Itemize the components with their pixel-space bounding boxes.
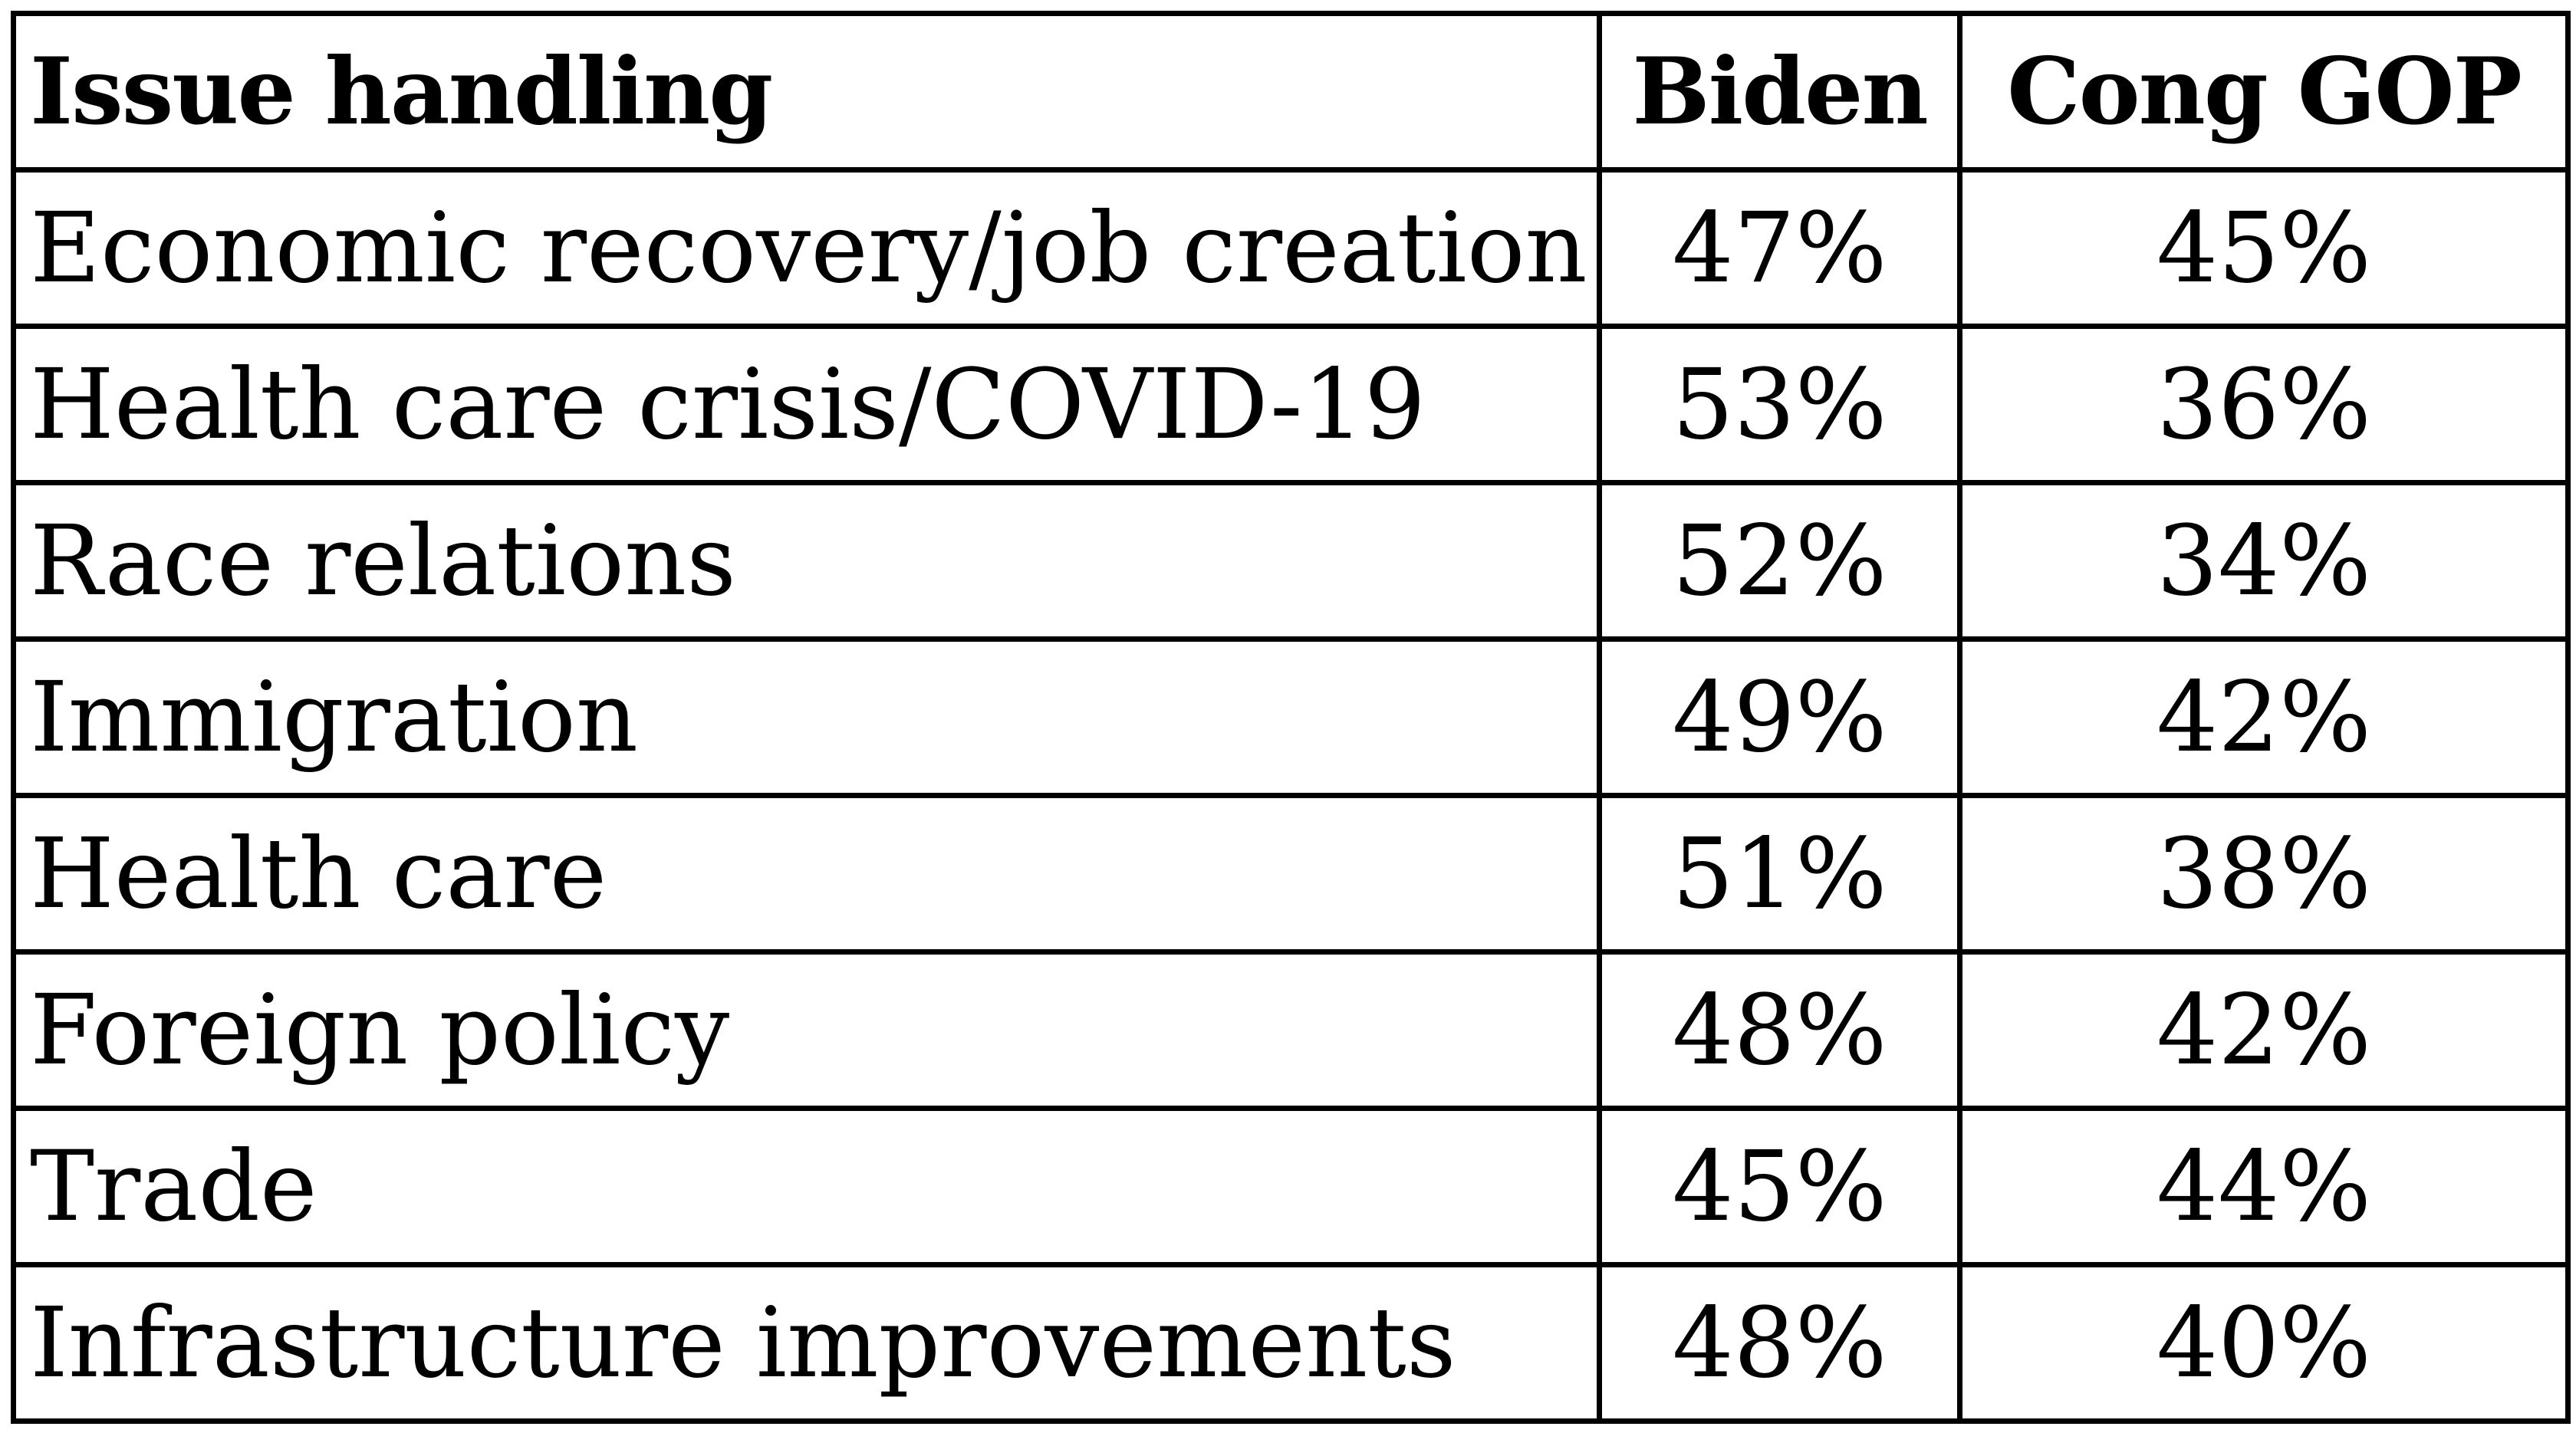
- header-issue-handling: Issue handling: [11, 11, 1602, 173]
- biden-cell: 48%: [1597, 949, 1962, 1111]
- issue-cell: Immigration: [11, 636, 1602, 798]
- gop-cell: 38%: [1957, 793, 2571, 955]
- issue-cell: Health care crisis/COVID-19: [11, 324, 1602, 485]
- issue-cell: Race relations: [11, 480, 1602, 642]
- table-row: Infrastructure improvements 48% 40%: [11, 1262, 2571, 1424]
- biden-cell: 47%: [1597, 167, 1962, 329]
- table-row: Economic recovery/job creation 47% 45%: [11, 167, 2571, 329]
- gop-cell: 34%: [1957, 480, 2571, 642]
- table-row: Foreign policy 48% 42%: [11, 949, 2571, 1111]
- biden-cell: 45%: [1597, 1106, 1962, 1267]
- table-row: Race relations 52% 34%: [11, 480, 2571, 642]
- table-body: Economic recovery/job creation 47% 45% H…: [11, 167, 2571, 1424]
- issue-cell: Foreign policy: [11, 949, 1602, 1111]
- issue-handling-table: Issue handling Biden Cong GOP Economic r…: [11, 11, 2571, 1424]
- table-row: Trade 45% 44%: [11, 1106, 2571, 1267]
- gop-cell: 40%: [1957, 1262, 2571, 1424]
- header-biden: Biden: [1597, 11, 1962, 173]
- table-row: Immigration 49% 42%: [11, 636, 2571, 798]
- biden-cell: 51%: [1597, 793, 1962, 955]
- gop-cell: 42%: [1957, 636, 2571, 798]
- header-cong-gop: Cong GOP: [1957, 11, 2571, 173]
- biden-cell: 52%: [1597, 480, 1962, 642]
- gop-cell: 42%: [1957, 949, 2571, 1111]
- biden-cell: 49%: [1597, 636, 1962, 798]
- table-row: Health care 51% 38%: [11, 793, 2571, 955]
- biden-cell: 53%: [1597, 324, 1962, 485]
- issue-cell: Health care: [11, 793, 1602, 955]
- table-row: Health care crisis/COVID-19 53% 36%: [11, 324, 2571, 485]
- issue-cell: Infrastructure improvements: [11, 1262, 1602, 1424]
- gop-cell: 44%: [1957, 1106, 2571, 1267]
- gop-cell: 36%: [1957, 324, 2571, 485]
- biden-cell: 48%: [1597, 1262, 1962, 1424]
- issue-cell: Economic recovery/job creation: [11, 167, 1602, 329]
- gop-cell: 45%: [1957, 167, 2571, 329]
- header-row: Issue handling Biden Cong GOP: [11, 11, 2571, 173]
- issue-cell: Trade: [11, 1106, 1602, 1267]
